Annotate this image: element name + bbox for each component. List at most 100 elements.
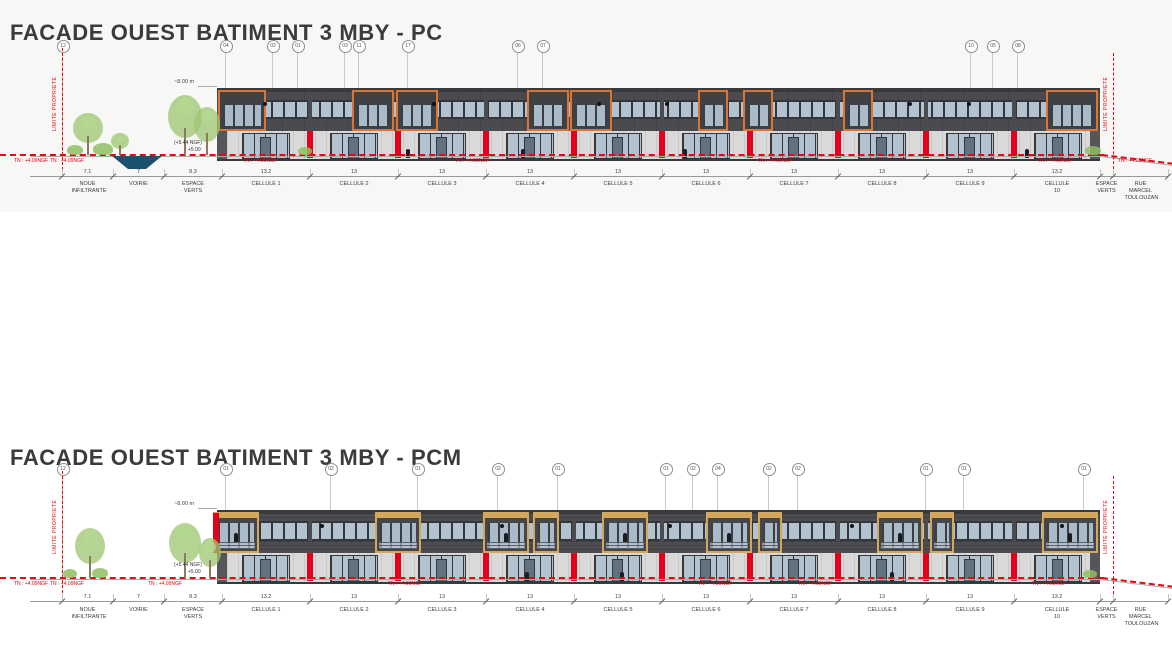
person-figure: [898, 533, 902, 542]
section-label: ESPACE VERTS: [1095, 607, 1118, 620]
storefront-door: [348, 137, 359, 159]
box-header-panel: [1044, 514, 1096, 518]
red-accent-strip: [307, 131, 313, 158]
dimension-value: 13: [790, 594, 798, 600]
balcony-rail: [606, 542, 644, 549]
red-accent-strip: [571, 553, 577, 581]
section-label: CELLULE 8: [867, 181, 897, 187]
dimension-guide: [574, 169, 575, 175]
dimension-guide: [222, 594, 223, 600]
dimension-guide: [62, 169, 63, 175]
callout-leader-line: [717, 473, 718, 510]
dimension-value: 7: [136, 594, 141, 600]
dimension-guide: [926, 169, 927, 175]
storefront-door: [436, 559, 447, 582]
facade-marker-dot: [1060, 524, 1064, 528]
callout-bubble: 01: [957, 462, 971, 476]
height-note-leader: [198, 508, 217, 509]
dimension-guide: [164, 594, 165, 600]
bush: [93, 143, 113, 155]
dimension-guide: [113, 594, 114, 600]
section-label: CELLULE 1: [251, 181, 281, 187]
window-band: [223, 100, 1094, 119]
person-figure: [1068, 533, 1072, 542]
callout-bubble: 02: [791, 462, 805, 476]
bay-divider: [572, 521, 576, 541]
callout-bubble: 02: [266, 39, 280, 53]
section-label: ESPACE VERTS: [182, 607, 204, 620]
storefront-door: [524, 137, 535, 159]
window-band: [223, 521, 1094, 541]
callout-bubble: 06: [511, 39, 525, 53]
end-wall-left: [217, 553, 227, 582]
tree-canopy-highlight: [80, 116, 96, 129]
storefront-door: [700, 137, 711, 159]
callout-leader-line: [297, 50, 298, 88]
dimension-guide: [838, 169, 839, 175]
section-label: CELLULE 9: [955, 607, 985, 613]
storefront-door: [524, 559, 535, 582]
dimension-value: 13: [878, 169, 886, 175]
storefront-door: [876, 137, 887, 159]
section-label: CELLULE 5: [603, 181, 633, 187]
section-label: ESPACE VERTS: [1095, 181, 1118, 194]
storefront-door: [788, 559, 799, 582]
box-header-panel: [604, 514, 646, 518]
tree-canopy-highlight: [177, 526, 193, 543]
red-accent-strip: [923, 553, 929, 581]
red-accent-strip: [747, 553, 753, 581]
dimension-value: 13: [702, 169, 710, 175]
dimension-value: 13.2: [1051, 169, 1063, 175]
section-label: RUE MARCEL TOULOUZAN: [1124, 181, 1159, 201]
bush: [67, 145, 83, 155]
property-limit-label: LIMITE PROPRIETE: [52, 499, 58, 554]
storefront-door: [260, 559, 271, 582]
callout-leader-line: [1017, 50, 1018, 88]
box-glazing: [223, 105, 261, 126]
callout-bubble: 02: [324, 462, 338, 476]
callout-bubble: 02: [762, 462, 776, 476]
bay-divider: [660, 100, 664, 119]
dimension-guide: [1113, 594, 1114, 600]
dimension-guide: [750, 169, 751, 175]
callout-leader-line: [925, 473, 926, 510]
dimension-guide: [486, 169, 487, 175]
person-figure: [623, 533, 627, 542]
callout-bubble: 01: [551, 462, 565, 476]
dimension-guide: [1014, 594, 1015, 600]
dimension-value: 13: [790, 169, 798, 175]
callout-leader-line: [992, 50, 993, 88]
section-label: CELLULE 8: [867, 607, 897, 613]
callout-bubble: 01: [219, 462, 233, 476]
box-glazing: [575, 105, 607, 126]
section-label: CELLULE 6: [691, 607, 721, 613]
box-glazing: [401, 105, 433, 126]
facade-marker-dot: [850, 524, 854, 528]
bay-divider: [836, 521, 840, 541]
callout-bubble: 12: [56, 39, 70, 53]
dimension-value: 13: [966, 169, 974, 175]
balcony-rail: [881, 542, 919, 549]
red-accent-strip: [307, 553, 313, 581]
bay-divider: [1012, 100, 1016, 119]
dimension-guide: [662, 594, 663, 600]
callout-bubble: 01: [919, 462, 933, 476]
red-accent-strip: [1011, 131, 1017, 158]
callout-leader-line: [407, 50, 408, 88]
building-height-note: ~8.00 m: [174, 501, 195, 507]
tree-trunk: [184, 128, 186, 155]
section-label: ESPACE VERTS: [182, 181, 204, 194]
facade-window-box: [1046, 90, 1098, 131]
facade-window-box: [743, 90, 773, 131]
dimension-value: 7.1: [83, 594, 92, 600]
red-accent-strip: [835, 553, 841, 581]
facade-marker-dot: [263, 102, 267, 106]
box-header-panel: [760, 514, 780, 518]
callout-bubble: 17: [401, 39, 415, 53]
callout-bubble: 04: [711, 462, 725, 476]
ground-level-note: TN : +4.09NGF: [243, 158, 278, 164]
box-header-panel: [932, 514, 952, 518]
ground-level-note: TN : +4.09NGF: [798, 581, 833, 587]
section-label: CELLULE 4: [515, 607, 545, 613]
